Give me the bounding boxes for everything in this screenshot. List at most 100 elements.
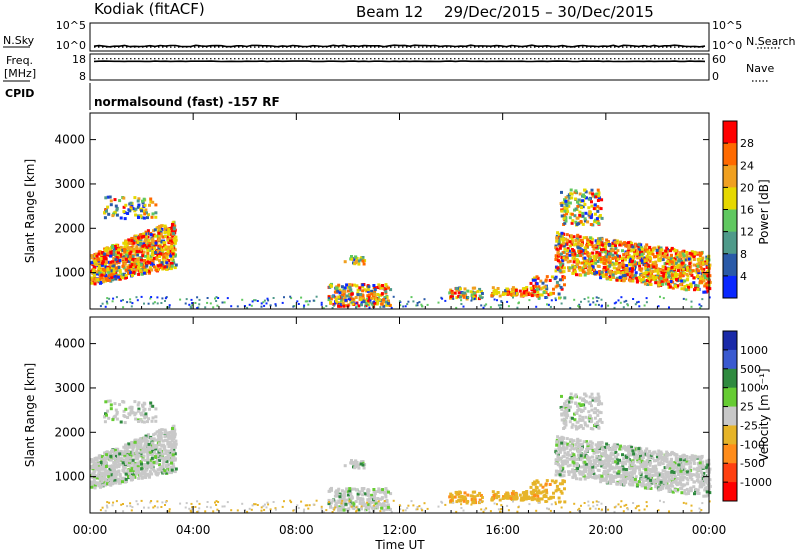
power-cell: [356, 305, 358, 308]
velocity-cell: [146, 464, 150, 468]
power-cell: [160, 261, 164, 265]
power-cell: [148, 266, 152, 270]
power-cell: [364, 305, 366, 308]
velocity-cell: [110, 479, 114, 483]
power-cell: [355, 302, 358, 305]
velocity-cell: [349, 492, 353, 496]
power-cell: [124, 273, 128, 277]
power-cell: [188, 303, 191, 306]
power-cell: [666, 259, 670, 263]
power-cell: [476, 289, 480, 293]
velocity-cell: [139, 450, 143, 454]
velocity-cell: [143, 447, 147, 451]
power-cell: [254, 299, 257, 302]
power-cell: [645, 257, 649, 261]
velocity-cell: [110, 466, 114, 470]
velocity-cell: [557, 496, 561, 500]
power-cell: [572, 249, 576, 253]
power-cell: [510, 291, 514, 295]
velocity-cell: [164, 430, 168, 434]
velocity-cell: [151, 449, 155, 453]
velocity-cell: [373, 497, 377, 501]
velocity-cell: [155, 430, 159, 434]
velocity-cell: [109, 477, 113, 481]
power-cell: [93, 272, 96, 276]
power-cell: [657, 269, 661, 273]
velocity-cell: [351, 506, 355, 510]
power-cell: [568, 259, 572, 263]
power-cell: [565, 207, 569, 211]
velocity-cell: [340, 503, 344, 507]
velocity-cell: [142, 436, 146, 440]
power-cell: [170, 245, 173, 248]
power-cell: [98, 271, 102, 275]
power-colorbar-tick-label: 4: [740, 270, 747, 283]
power-cell: [93, 254, 97, 258]
power-cell: [347, 289, 350, 293]
velocity-cell: [127, 474, 131, 478]
power-cell: [134, 265, 138, 269]
power-cell: [627, 241, 631, 245]
power-cell: [600, 260, 604, 264]
velocity-cell: [463, 491, 467, 495]
power-cell: [641, 277, 645, 281]
power-cell: [416, 302, 419, 304]
power-cell: [130, 239, 134, 243]
velocity-cell: [106, 482, 109, 486]
power-cell: [292, 305, 295, 308]
velocity-cell: [122, 451, 126, 455]
power-cell: [600, 198, 604, 202]
power-cell: [573, 252, 577, 256]
power-cell: [172, 244, 176, 248]
power-cell: [559, 263, 563, 267]
power-cell: [661, 265, 665, 269]
power-cell: [121, 276, 124, 280]
velocity-cell: [158, 428, 162, 432]
power-cell: [101, 302, 104, 305]
power-cell: [689, 271, 692, 275]
power-colorbar-tick-label: 12: [740, 226, 754, 239]
power-cell: [448, 291, 452, 295]
power-cell: [660, 271, 664, 274]
power-cell: [145, 264, 149, 268]
power-cell: [572, 243, 576, 247]
power-cell: [140, 216, 144, 220]
velocity-cell: [119, 449, 123, 453]
power-cell: [550, 299, 553, 302]
velocity-cell: [137, 407, 141, 411]
velocity-cell: [135, 451, 139, 454]
power-cell: [555, 280, 559, 284]
velocity-cell: [170, 449, 173, 452]
power-cell: [632, 298, 635, 300]
velocity-cell: [143, 442, 147, 446]
power-cell: [522, 291, 526, 295]
power-cell: [592, 255, 596, 258]
power-cell: [93, 280, 97, 284]
power-cell: [386, 301, 390, 305]
power-cell: [586, 271, 590, 275]
power-cell: [112, 247, 116, 251]
power-ytick-label: 2000: [54, 221, 85, 235]
velocity-cell: [149, 458, 153, 462]
velocity-cell: [358, 490, 362, 494]
power-cell: [601, 274, 605, 278]
velocity-cell: [107, 451, 111, 455]
power-cell: [574, 197, 578, 201]
velocity-cell: [136, 409, 140, 413]
velocity-cell: [504, 493, 508, 497]
power-cell: [669, 278, 673, 282]
power-cell: [470, 299, 473, 302]
velocity-cell: [362, 466, 366, 470]
power-cell: [588, 191, 592, 195]
power-cell: [373, 288, 377, 292]
velocity-cell: [149, 401, 153, 405]
power-cell: [147, 248, 151, 252]
power-cell: [595, 250, 599, 254]
power-cell: [248, 303, 251, 306]
power-cell: [348, 285, 352, 289]
power-cell: [618, 264, 622, 268]
velocity-cell: [144, 458, 147, 462]
velocity-cell: [689, 489, 693, 493]
power-cell: [664, 278, 668, 282]
power-cell: [702, 290, 706, 294]
